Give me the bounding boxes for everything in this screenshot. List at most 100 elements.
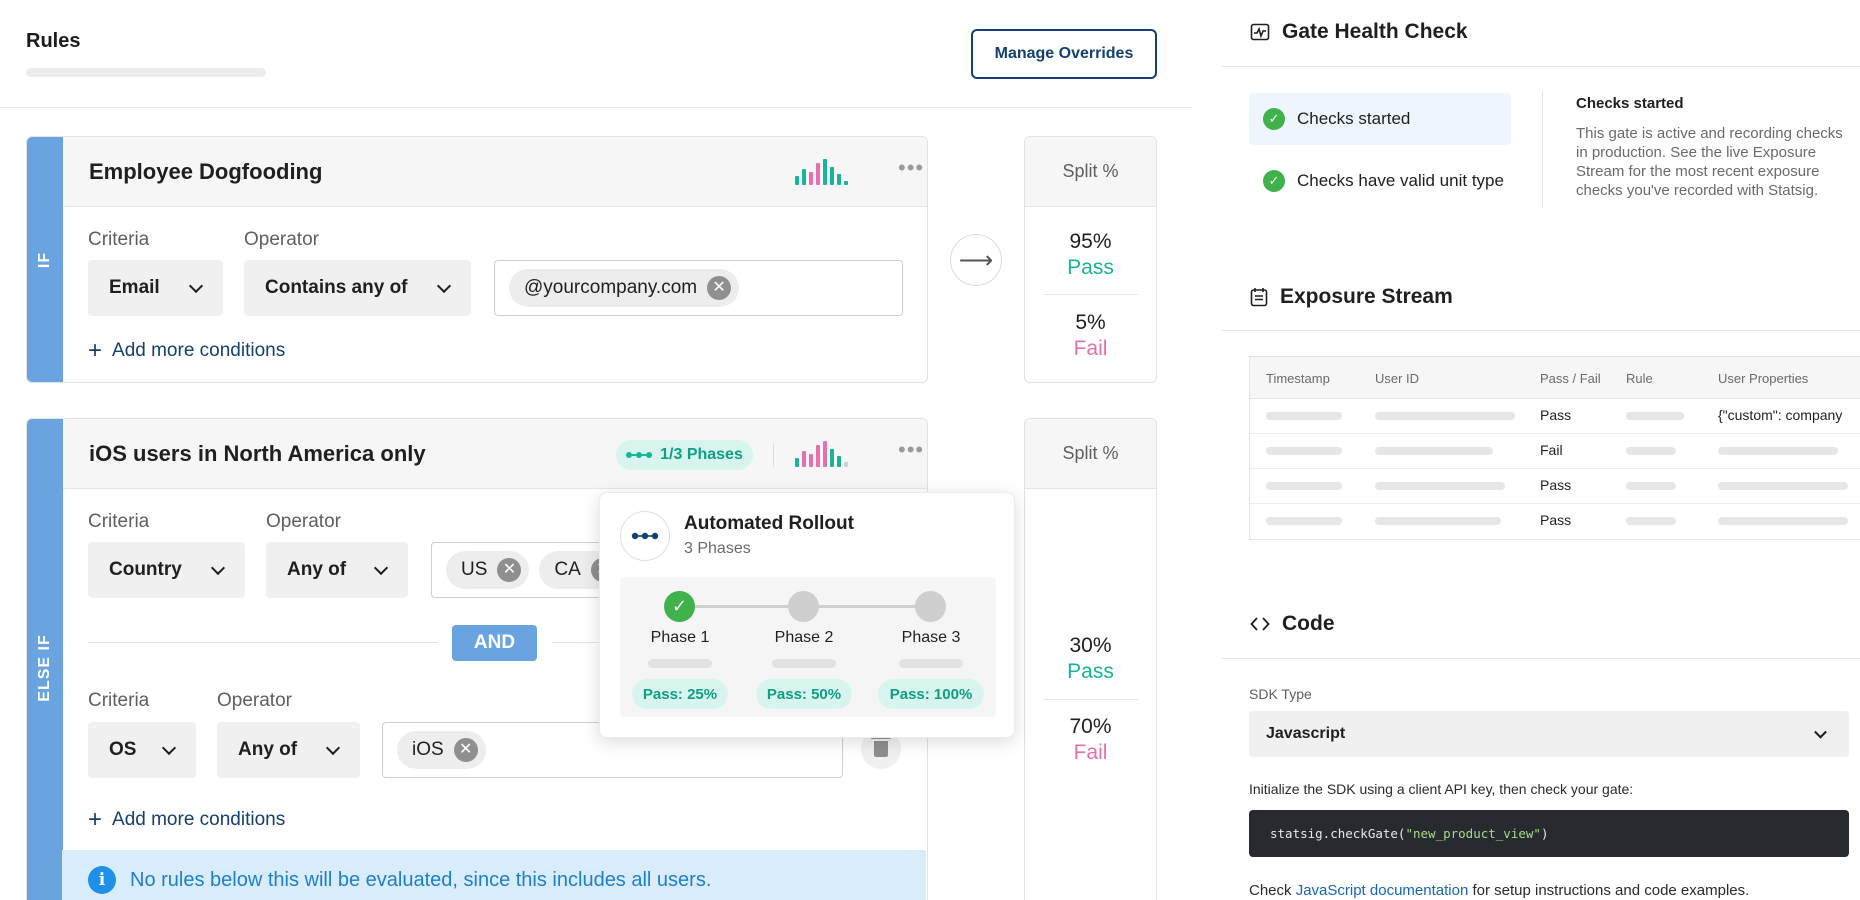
remove-chip-icon[interactable]: ✕ (497, 558, 522, 582)
code-snippet[interactable]: statsig.checkGate("new_product_view") (1249, 810, 1849, 857)
javascript-documentation-link[interactable]: JavaScript documentation (1295, 882, 1469, 899)
rule-placeholder (1626, 412, 1684, 420)
chevron-down-icon (373, 560, 389, 576)
column-header: User ID (1375, 371, 1420, 386)
operator-label: Operator (244, 229, 319, 250)
code-argument: "new_product_view" (1405, 826, 1541, 841)
table-row[interactable]: Pass {"custom": company (1250, 399, 1860, 434)
phase-pass-badge: Pass: 100% (878, 679, 984, 709)
criteria-select[interactable]: Country (88, 542, 245, 598)
split-pass-percent: 95% (1069, 230, 1112, 253)
timestamp-placeholder (1266, 517, 1342, 525)
rule-strip-label: IF (36, 251, 53, 268)
value-chip-label: CA (554, 559, 581, 580)
phase-2-dot (788, 591, 819, 622)
sdk-type-value: Javascript (1266, 725, 1346, 742)
section-divider (1222, 330, 1860, 331)
criteria-select[interactable]: Email (88, 260, 223, 316)
section-divider (1222, 66, 1860, 67)
add-more-conditions-link[interactable]: + Add more conditions (88, 808, 285, 832)
phase-date-placeholder (648, 659, 712, 668)
chevron-down-icon (436, 278, 452, 294)
more-dots-icon[interactable]: ••• (898, 155, 925, 180)
check-item-checks-started[interactable]: ✓ Checks started (1249, 93, 1511, 145)
criteria-select-value: Country (109, 559, 182, 580)
value-chip-label: @yourcompany.com (524, 277, 698, 298)
phases-pill[interactable]: 1/3 Phases (616, 440, 753, 470)
remove-chip-icon[interactable]: ✕ (707, 276, 732, 300)
check-item-valid-unit-type[interactable]: ✓ Checks have valid unit type (1249, 155, 1511, 207)
values-input[interactable]: @yourcompany.com ✕ (494, 260, 903, 316)
phases-pill-label: 1/3 Phases (660, 446, 743, 463)
arrow-right-icon: ⟶ (950, 234, 1002, 286)
popover-subtitle: 3 Phases (684, 540, 751, 557)
exposure-stream-title: Exposure Stream (1280, 285, 1453, 308)
operator-label: Operator (266, 511, 341, 532)
value-chip-label: US (461, 559, 488, 580)
rule-sparkline-icon (795, 441, 848, 467)
operator-select[interactable]: Any of (266, 542, 408, 598)
health-detail-title: Checks started (1576, 95, 1684, 112)
rule-strip-if: IF (27, 137, 63, 382)
pulse-chart-icon (1250, 23, 1270, 41)
user-id-placeholder (1375, 447, 1493, 455)
rule-name: Employee Dogfooding (89, 159, 323, 184)
operator-select-value: Any of (238, 739, 298, 760)
split-fail: 70% Fail (1025, 714, 1156, 767)
operator-select[interactable]: Contains any of (244, 260, 471, 316)
phase-date-placeholder (899, 659, 963, 668)
table-header: Timestamp User ID Pass / Fail Rule User … (1250, 357, 1860, 399)
gate-health-title: Gate Health Check (1282, 20, 1468, 43)
operator-select-value: Any of (287, 559, 347, 580)
column-header: Rule (1626, 371, 1653, 386)
split-fail-label: Fail (1073, 741, 1108, 765)
phase-name: Phase 1 (650, 629, 710, 646)
split-pass-label: Pass (1067, 256, 1114, 280)
remove-chip-icon[interactable]: ✕ (453, 738, 478, 762)
code-function: statsig.checkGate( (1270, 826, 1406, 841)
split-card-rule1: Split % 95% Pass 5% Fail (1024, 136, 1157, 383)
add-more-conditions-link[interactable]: + Add more conditions (88, 339, 285, 363)
table-row[interactable]: Fail (1250, 434, 1860, 469)
code-closing: ) (1540, 826, 1549, 841)
split-header: Split % (1025, 419, 1156, 489)
rule-placeholder (1626, 447, 1676, 455)
criteria-select[interactable]: OS (88, 722, 196, 778)
rule-strip-else-if: ELSE IF (27, 419, 63, 900)
criteria-select-value: Email (109, 277, 160, 298)
chevron-down-icon (1814, 725, 1827, 739)
popover-title: Automated Rollout (684, 513, 854, 534)
code-title: Code (1282, 612, 1335, 635)
calendar-list-icon (1250, 288, 1268, 307)
criteria-label: Criteria (88, 229, 150, 250)
info-banner-text: No rules below this will be evaluated, s… (130, 868, 712, 891)
phase-1-check-icon: ✓ (664, 591, 695, 622)
split-pass: 95% Pass (1025, 229, 1156, 282)
split-fail-label: Fail (1073, 337, 1108, 361)
rules-subtitle-placeholder (26, 68, 266, 77)
rule-sparkline-icon (795, 159, 848, 185)
rule-card-employee-dogfooding: IF Employee Dogfooding ••• Criteria Oper… (26, 136, 928, 383)
header-divider (0, 107, 1192, 108)
chevron-down-icon (325, 740, 341, 756)
timestamp-placeholder (1266, 482, 1342, 490)
gate-sidebar: Gate Health Check ✓ Checks started ✓ Che… (1222, 0, 1860, 900)
table-row[interactable]: Pass (1250, 469, 1860, 504)
manage-overrides-button[interactable]: Manage Overrides (971, 29, 1157, 79)
sdk-type-select[interactable]: Javascript (1249, 711, 1849, 757)
phase-name: Phase 2 (774, 629, 834, 646)
split-pass: 30% Pass (1025, 633, 1156, 686)
phase-pass-badge: Pass: 25% (632, 679, 728, 709)
header-separator (773, 443, 774, 467)
split-divider (1043, 294, 1138, 295)
rollout-phases-icon (620, 511, 670, 561)
sdk-type-label: SDK Type (1249, 686, 1312, 702)
value-chip-label: iOS (412, 739, 444, 760)
more-dots-icon[interactable]: ••• (898, 437, 925, 462)
user-id-placeholder (1375, 482, 1505, 490)
table-row[interactable]: Pass (1250, 504, 1860, 539)
section-divider (1222, 658, 1860, 659)
operator-select[interactable]: Any of (217, 722, 360, 778)
split-divider (1043, 699, 1138, 700)
split-card-rule2: Split % 30% Pass 70% Fail (1024, 418, 1157, 900)
